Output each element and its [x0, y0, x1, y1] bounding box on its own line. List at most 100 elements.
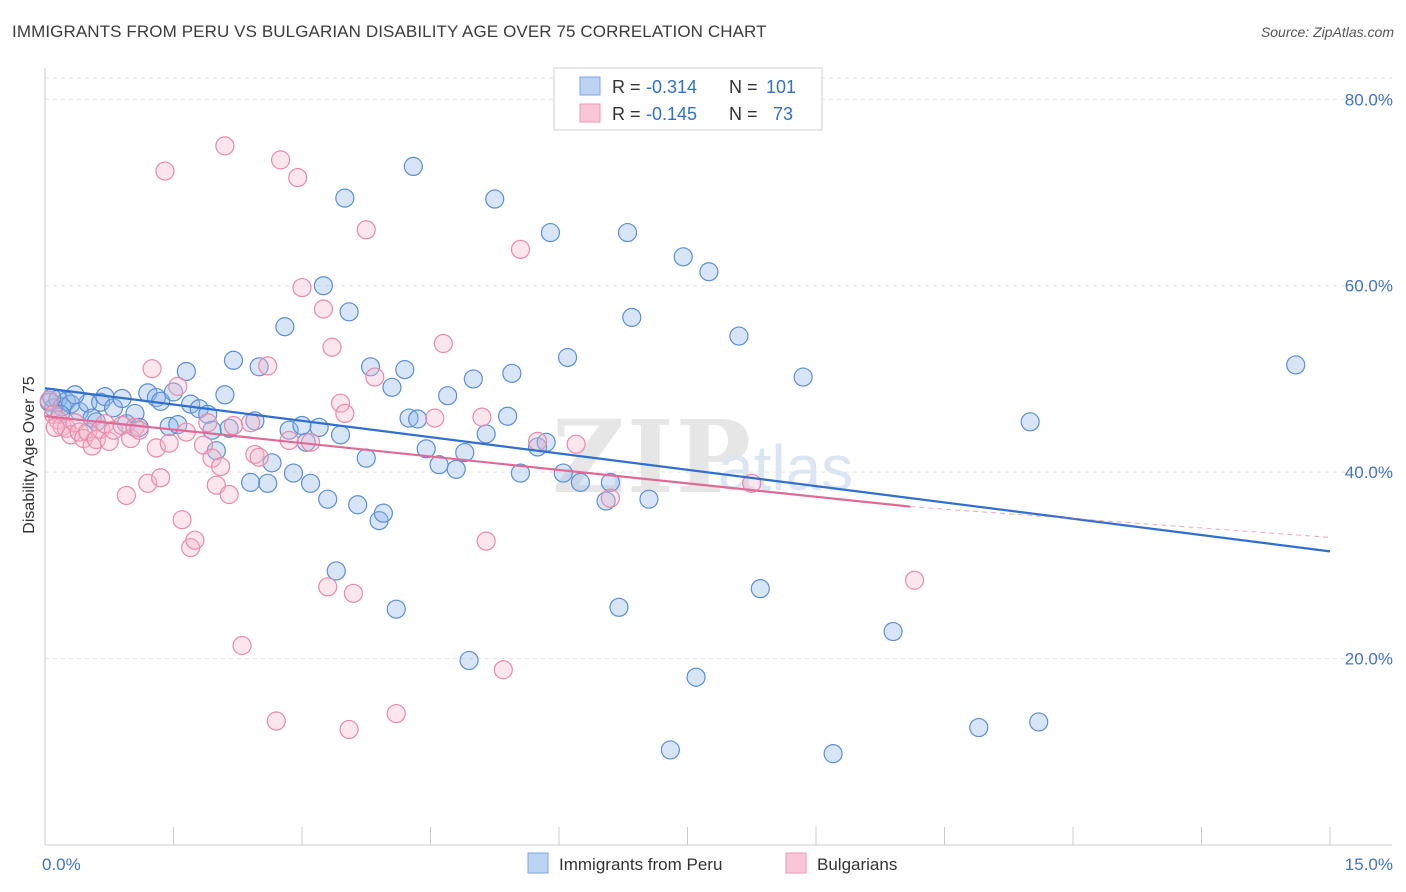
bulgarians-point-55	[335, 403, 355, 424]
bulgarians-point-15	[103, 420, 124, 440]
peru-point-83	[639, 489, 659, 509]
bulgarians-point-48	[288, 167, 308, 188]
peru-point-85	[673, 247, 693, 267]
peru-point-64	[455, 442, 475, 463]
peru-point-23	[181, 394, 201, 414]
peru-point-70	[502, 363, 522, 383]
bulgarians-point-41	[241, 413, 261, 433]
bulgarians-point-52	[318, 577, 338, 597]
bulgarians-point-26	[159, 433, 179, 453]
peru-point-81	[617, 222, 638, 243]
peru-point-51	[360, 357, 381, 377]
watermark-atlas: atlas	[718, 432, 853, 504]
series-legend: Immigrants from Peru Bulgarians	[527, 852, 897, 874]
legend-r-label-peru: R =	[612, 77, 641, 97]
peru-point-34	[258, 473, 278, 493]
peru-point-65	[459, 650, 479, 671]
bulgarians-point-33	[198, 413, 218, 433]
bulgarians-point-38	[219, 484, 239, 505]
bottom-legend-label-peru: Immigrants from Peru	[559, 855, 722, 874]
peru-point-45	[326, 561, 346, 581]
x-tick-label-1: 15.0%	[1345, 855, 1393, 874]
bulgarians-point-23	[146, 438, 166, 458]
bulgarians-point-36	[211, 456, 231, 477]
peru-point-44	[318, 489, 338, 509]
legend-swatch-bulgarians	[579, 103, 601, 123]
peru-point-30	[223, 350, 244, 370]
bottom-legend-label-bulgarians: Bulgarians	[817, 855, 897, 874]
axes	[44, 68, 1392, 846]
peru-point-50	[356, 448, 376, 468]
bulgarians-point-62	[433, 333, 453, 354]
peru-point-67	[476, 424, 496, 444]
peru-point-71	[510, 463, 531, 483]
peru-point-84	[660, 740, 680, 760]
peru-point-96	[1286, 355, 1306, 375]
chart-source: Source: ZipAtlas.com	[1260, 24, 1394, 40]
peru-point-48	[339, 302, 359, 322]
bulgarians-point-59	[365, 367, 385, 387]
bulgarians-point-28	[172, 510, 192, 530]
bulgarians-point-64	[476, 531, 496, 551]
peru-point-93	[969, 717, 989, 738]
bulgarians-point-63	[472, 407, 492, 427]
bulgarians-trend-line	[44, 415, 911, 508]
bulgarians-point-54	[330, 393, 351, 413]
peru-point-60	[416, 439, 436, 459]
bottom-legend-swatch-bulgarians	[785, 852, 807, 874]
peru-point-94	[1020, 412, 1040, 432]
peru-point-22	[176, 361, 196, 382]
peru-point-74	[540, 222, 561, 243]
bulgarians-point-57	[343, 583, 363, 603]
x-tick-label-0: 0.0%	[42, 855, 81, 874]
peru-point-91	[823, 744, 843, 764]
gridlines	[45, 77, 1392, 660]
peru-point-99	[65, 385, 85, 405]
peru-point-76	[557, 347, 578, 368]
bulgarians-point-46	[270, 150, 291, 170]
bulgarians-point-14	[99, 431, 119, 451]
peru-point-37	[279, 420, 299, 440]
peru-point-92	[883, 621, 903, 642]
bulgarians-point-49	[292, 277, 312, 298]
bulgarians-point-24	[151, 468, 171, 488]
tick-labels: 20.0% 40.0% 60.0% 80.0% 0.0% 15.0%	[42, 90, 1393, 874]
bulgarians-point-65	[493, 660, 513, 680]
y-tick-label-0: 20.0%	[1345, 650, 1393, 669]
peru-point-90	[793, 367, 813, 387]
peru-point-80	[609, 597, 629, 617]
peru-trend-line	[44, 387, 1331, 553]
peru-point-66	[463, 369, 483, 389]
bulgarians-point-71	[904, 570, 925, 590]
bulgarians-point-17	[116, 485, 136, 506]
peru-point-36	[275, 317, 295, 337]
y-tick-label-3: 80.0%	[1345, 90, 1393, 109]
legend-n-label-peru: N =	[729, 77, 758, 97]
peru-point-69	[498, 406, 518, 426]
y-tick-label-2: 60.0%	[1345, 277, 1393, 296]
bulgarians-point-39	[223, 415, 244, 436]
bulgarians-point-25	[155, 161, 175, 181]
bulgarians-point-37	[215, 136, 235, 156]
peru-point-47	[335, 188, 355, 208]
bulgarians-point-68	[566, 434, 586, 454]
series-peru-points	[39, 156, 1306, 764]
peru-point-63	[446, 459, 466, 479]
peru-point-87	[699, 262, 719, 282]
peru-point-77	[570, 472, 591, 492]
bulgarians-point-22	[142, 359, 162, 379]
bulgarians-point-20	[129, 420, 149, 440]
peru-point-28	[215, 385, 235, 405]
peru-point-53	[373, 503, 393, 523]
bulgarians-point-60	[386, 703, 406, 724]
peru-point-95	[1029, 712, 1049, 732]
peru-point-79	[600, 472, 621, 492]
chart-title: IMMIGRANTS FROM PERU VS BULGARIAN DISABI…	[12, 22, 767, 41]
trend-lines	[44, 387, 1331, 553]
series-bulgarians-points	[39, 136, 925, 740]
legend-swatch-peru	[579, 76, 601, 96]
bulgarians-point-66	[510, 239, 531, 259]
peru-point-89	[750, 579, 770, 599]
peru-point-86	[686, 667, 706, 687]
